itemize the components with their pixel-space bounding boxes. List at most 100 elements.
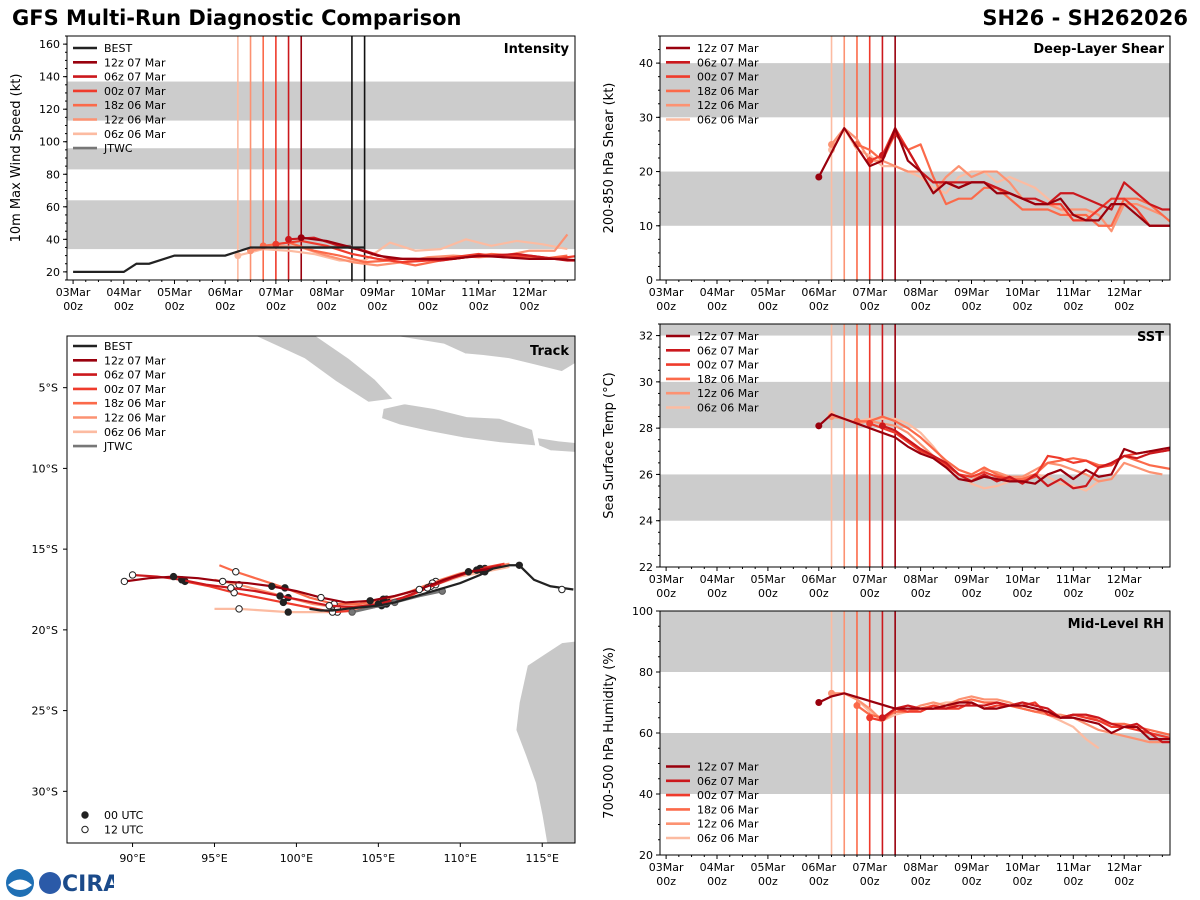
sst-xtick-sublabel: 00z [656,587,676,600]
rh-ytick-label: 40 [639,788,653,801]
track-fix-marker [276,592,284,600]
intensity-ytick-label: 120 [39,103,60,116]
shear-xtick-label: 03Mar [649,286,684,299]
intensity-legend-label: JTWC [103,142,133,155]
track-fix-marker [235,605,243,613]
rh-xtick-label: 03Mar [649,861,684,874]
rh-panel-title: Mid-Level RH [1068,617,1164,632]
intensity-xtick-label: 11Mar [461,286,496,299]
sst-frame [659,323,1171,568]
intensity-ytick-label: 60 [46,201,60,214]
track-xtick-label: 105°E [362,852,395,865]
intensity-xtick-label: 06Mar [208,286,243,299]
sst-xtick-label: 09Mar [954,573,989,586]
shear-xtick-label: 11Mar [1056,286,1091,299]
cira-logo-text: CIRA [62,872,114,897]
rh-xtick-sublabel: 00z [1063,875,1083,888]
track-xtick-label: 100°E [280,852,313,865]
land-java [381,403,537,447]
rh-xtick-sublabel: 00z [962,875,982,888]
intensity-legend-label: 06z 07 Mar [104,71,166,84]
intensity-init-marker [285,235,293,243]
rh-init-marker [878,714,886,722]
sst-series-line [882,424,1170,490]
intensity-xtick-sublabel: 00z [317,300,337,313]
sst-xtick-label: 07Mar [852,573,887,586]
sst-xtick-sublabel: 00z [809,587,829,600]
track-frame [66,335,576,844]
track-fix-marker [366,597,374,605]
track-best-marker [558,585,566,594]
shear-legend-label: 12z 07 Mar [697,42,759,55]
rh-legend-label: 06z 07 Mar [697,775,759,788]
rh-xtick-sublabel: 00z [707,875,727,888]
rh-init-marker [853,702,861,710]
intensity-legend-label: 12z 07 Mar [104,56,166,69]
intensity-xtick-label: 03Mar [56,286,91,299]
rh-ytick-label: 60 [639,727,653,740]
intensity-init-marker [272,240,280,248]
sst-legend-label: 18z 06 Mar [697,373,759,386]
shear-legend-label: 18z 06 Mar [697,85,759,98]
track-xtick-label: 90°E [119,852,145,865]
shear-xtick-label: 09Mar [954,286,989,299]
shear-xtick-sublabel: 00z [1114,300,1134,313]
sst-xtick-sublabel: 00z [1114,587,1134,600]
sst-ytick-label: 26 [639,468,653,481]
rh-xtick-sublabel: 00z [860,875,880,888]
intensity-plot-area [67,36,575,280]
intensity-panel-title: Intensity [504,42,570,57]
track-ytick-label: 5°S [39,382,58,395]
track-ytick-label: 15°S [32,543,58,556]
rh-init-marker [815,699,823,706]
track-fix-marker [227,584,235,592]
intensity-ytick-label: 140 [39,71,60,84]
sst-xtick-sublabel: 00z [1063,587,1083,600]
rh-legend-label: 06z 06 Mar [697,832,759,845]
track-fix-marker [464,568,473,576]
track-ytick-label: 10°S [32,462,58,475]
track-legend-label: 12z 07 Mar [104,354,166,367]
sst-ytick-label: 28 [639,422,653,435]
intensity-legend-label: 00z 07 Mar [104,85,166,98]
rh-xtick-label: 06Mar [801,861,836,874]
sst-ytick-label: 30 [639,376,653,389]
track-ytick-label: 25°S [32,705,58,718]
rh-band [660,733,1170,794]
shear-panel-title: Deep-Layer Shear [1033,42,1164,57]
cira-logo: CIRA [6,869,114,897]
shear-xtick-sublabel: 00z [656,300,676,313]
shear-legend-label: 06z 06 Mar [697,114,759,127]
rh-band [660,611,1170,672]
shear-xtick-sublabel: 00z [809,300,829,313]
intensity-xtick-sublabel: 00z [418,300,438,313]
track-legend-label: 06z 07 Mar [104,369,166,382]
rh-xtick-sublabel: 00z [1114,875,1134,888]
track-fix-marker [120,577,129,586]
sst-series-line [818,413,1170,485]
sst-panel-title: SST [1137,330,1164,345]
track-legend-label: 18z 06 Mar [104,397,166,410]
shear-xtick-sublabel: 00z [707,300,727,313]
shear-legend-label: 00z 07 Mar [697,71,759,84]
shear-xtick-sublabel: 00z [911,300,931,313]
shear-ytick-label: 10 [639,220,653,233]
sst-xtick-label: 05Mar [751,573,786,586]
shear-ytick-label: 0 [646,274,653,287]
intensity-xtick-sublabel: 00z [63,300,83,313]
track-jtwc-marker [348,608,356,616]
rh-xtick-sublabel: 00z [656,875,676,888]
rh-ylabel: 700-500 hPa Humidity (%) [602,647,617,819]
rh-plot-area [660,611,1170,855]
sst-legend-label: 06z 06 Mar [697,402,759,415]
intensity-xtick-sublabel: 00z [215,300,235,313]
shear-ytick-label: 30 [639,111,653,124]
sst-plot-area [660,324,1170,567]
sst-xtick-label: 06Mar [801,573,836,586]
shear-xtick-label: 12Mar [1107,286,1142,299]
shear-series-line [817,127,1170,227]
rh-xtick-label: 08Mar [903,861,938,874]
intensity-xtick-sublabel: 00z [367,300,387,313]
rh-xtick-sublabel: 00z [1013,875,1033,888]
